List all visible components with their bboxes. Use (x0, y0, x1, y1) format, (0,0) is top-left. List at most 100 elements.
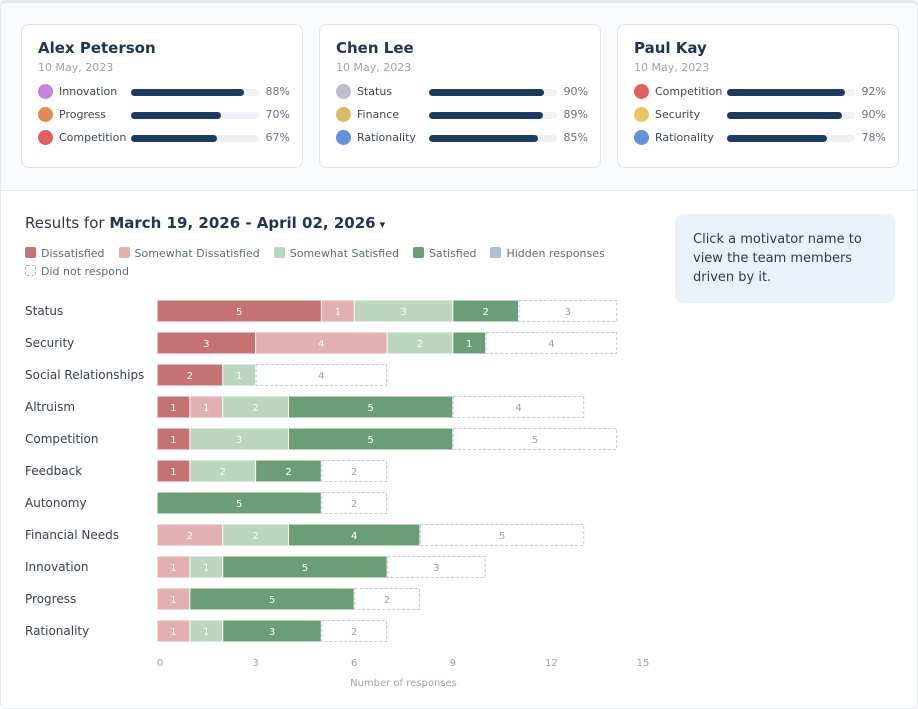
motivator-row: Progress 70% (38, 107, 290, 123)
bar-segment-satisfied[interactable] (223, 620, 321, 642)
bar-segment-somewhat-satisfied[interactable] (190, 460, 256, 482)
category-label[interactable]: Progress (25, 592, 76, 606)
date-range-selector[interactable]: March 19, 2026 - April 02, 2026 ▾ (109, 214, 385, 232)
legend-swatch (273, 247, 285, 258)
bar-segment-satisfied[interactable] (256, 460, 321, 482)
legend-item-somewhat-dissatisfied[interactable]: Somewhat Dissatisfied (118, 247, 260, 265)
bar-value-label: 5 (367, 435, 373, 446)
legend-item-satisfied[interactable]: Satisfied (412, 247, 476, 265)
member-card[interactable]: Alex Peterson 10 May, 2023 Innovation 88% Pr… (21, 24, 303, 168)
bar-segment-somewhat-dissatisfied[interactable] (190, 396, 223, 418)
motivator-progress-fill (131, 89, 244, 96)
motivator-progress-fill (727, 135, 827, 142)
bar-segment-somewhat-satisfied[interactable] (223, 524, 288, 546)
bar-value-label: 2 (351, 499, 357, 510)
bar-segment-somewhat-dissatisfied[interactable] (256, 332, 387, 354)
motivator-progress-track (131, 135, 259, 142)
bar-segment-dissatisfied[interactable] (157, 300, 321, 322)
bar-value-label: 5 (269, 595, 275, 606)
bar-value-label: 2 (482, 307, 488, 318)
bar-segment-satisfied[interactable] (223, 556, 387, 578)
category-label[interactable]: Rationality (25, 624, 89, 638)
bar-value-label: 3 (565, 307, 571, 318)
motivator-percent: 88% (265, 85, 290, 98)
bar-segment-somewhat-satisfied[interactable] (223, 396, 288, 418)
motivator-dot-icon (38, 107, 53, 122)
category-label[interactable]: Innovation (25, 560, 89, 574)
legend-item-somewhat-satisfied[interactable]: Somewhat Satisfied (273, 247, 399, 265)
member-date: 10 May, 2023 (336, 61, 412, 74)
bar-segment-somewhat-satisfied[interactable] (190, 556, 223, 578)
motivator-progress-fill (429, 112, 543, 119)
legend-swatch (25, 265, 36, 276)
category-label[interactable]: Status (25, 304, 63, 318)
category-label[interactable]: Feedback (25, 464, 82, 478)
bar-segment-no-response[interactable] (354, 588, 420, 610)
bar-segment-no-response[interactable] (419, 524, 585, 546)
category-label[interactable]: Competition (25, 432, 98, 446)
bar-segment-no-response[interactable] (452, 428, 618, 450)
motivator-percent: 92% (861, 85, 886, 98)
bar-segment-no-response[interactable] (321, 620, 388, 642)
bar-segment-somewhat-satisfied[interactable] (223, 364, 256, 386)
bar-segment-somewhat-dissatisfied[interactable] (157, 588, 190, 610)
bar-segment-satisfied[interactable] (453, 300, 519, 322)
bar-segment-somewhat-dissatisfied[interactable] (157, 556, 190, 578)
bar-value-label: 5 (302, 563, 308, 574)
bar-segment-satisfied[interactable] (288, 428, 453, 450)
bar-value-label: 1 (203, 403, 209, 414)
motivator-label: Competition (655, 85, 723, 98)
bar-segment-somewhat-dissatisfied[interactable] (321, 300, 354, 322)
x-tick-label: 12 (545, 658, 558, 669)
bar-segment-no-response[interactable] (321, 460, 388, 482)
bar-segment-no-response[interactable] (321, 492, 388, 514)
category-label[interactable]: Security (25, 336, 74, 350)
bar-segment-dissatisfied[interactable] (157, 364, 223, 386)
bar-segment-dissatisfied[interactable] (157, 460, 190, 482)
bar-value-label: 2 (220, 467, 226, 478)
category-label[interactable]: Social Relationships (25, 368, 144, 382)
member-card[interactable]: Chen Lee 10 May, 2023 Status 90% Finance 89% R… (319, 24, 601, 168)
bar-segment-satisfied[interactable] (190, 588, 354, 610)
x-axis-title: Number of responses (350, 678, 457, 689)
motivator-label: Rationality (357, 131, 416, 144)
member-name: Alex Peterson (38, 39, 156, 57)
bar-segment-satisfied[interactable] (157, 492, 321, 514)
bar-segment-dissatisfied[interactable] (157, 396, 190, 418)
bar-segment-somewhat-dissatisfied[interactable] (157, 524, 223, 546)
legend-item-hidden[interactable]: Hidden responses (490, 247, 605, 265)
legend-item-no-response[interactable]: Did not respond (25, 265, 129, 283)
bar-segment-satisfied[interactable] (288, 396, 453, 418)
bar-segment-no-response[interactable] (452, 396, 585, 418)
bar-value-label: 1 (170, 435, 176, 446)
category-label[interactable]: Autonomy (25, 496, 87, 510)
bar-segment-somewhat-dissatisfied[interactable] (157, 620, 190, 642)
bar-segment-no-response[interactable] (255, 364, 388, 386)
bar-segment-no-response[interactable] (387, 556, 486, 578)
motivator-label: Innovation (59, 85, 118, 98)
category-label[interactable]: Financial Needs (25, 528, 119, 542)
bar-segment-somewhat-satisfied[interactable] (354, 300, 453, 322)
bar-segment-no-response[interactable] (518, 300, 618, 322)
bar-segment-somewhat-satisfied[interactable] (190, 428, 288, 450)
legend-item-dissatisfied[interactable]: Dissatisfied (25, 247, 105, 265)
bar-segment-satisfied[interactable] (453, 332, 486, 354)
motivator-dot-icon (336, 130, 351, 145)
bar-value-label: 4 (515, 403, 521, 414)
motivator-dot-icon (336, 84, 351, 99)
bar-segment-no-response[interactable] (485, 332, 618, 354)
motivator-progress-track (131, 112, 259, 119)
bar-segment-somewhat-satisfied[interactable] (387, 332, 453, 354)
motivator-dot-icon (38, 130, 53, 145)
bar-value-label: 2 (187, 531, 193, 542)
chart-legend: Dissatisfied Somewhat Dissatisfied Somewha… (25, 247, 645, 283)
bar-segment-dissatisfied[interactable] (157, 428, 190, 450)
bar-segment-dissatisfied[interactable] (157, 332, 256, 354)
bar-segment-somewhat-satisfied[interactable] (190, 620, 223, 642)
bar-segment-satisfied[interactable] (288, 524, 420, 546)
bar-value-label: 4 (548, 339, 554, 350)
motivator-row: Rationality 85% (336, 130, 588, 146)
bar-value-label: 4 (318, 371, 324, 382)
category-label[interactable]: Altruism (25, 400, 75, 414)
member-card[interactable]: Paul Kay 10 May, 2023 Competition 92% Securi… (617, 24, 899, 168)
